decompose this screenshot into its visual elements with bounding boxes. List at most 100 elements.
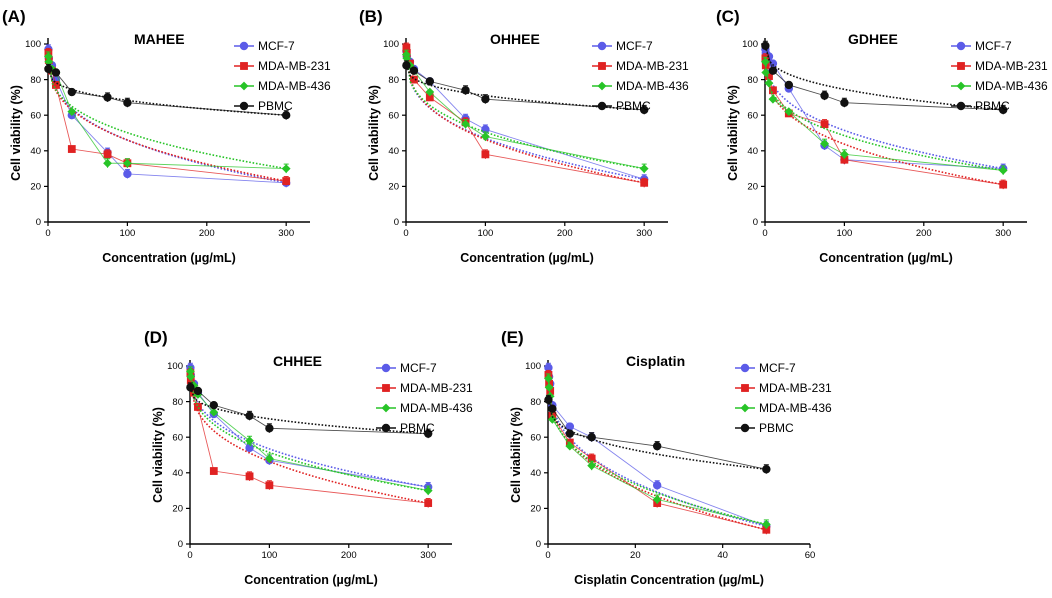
chart-title: GDHEE bbox=[848, 31, 898, 47]
y-tick-label: 100 bbox=[25, 39, 41, 50]
legend-label: PBMC bbox=[258, 99, 293, 113]
data-point bbox=[820, 139, 829, 149]
data-point bbox=[652, 441, 662, 451]
data-point bbox=[760, 57, 770, 67]
data-point bbox=[265, 424, 274, 433]
legend-label: MDA-MB-231 bbox=[258, 59, 331, 73]
legend-entry: PBMC bbox=[592, 99, 651, 113]
legend-label: MCF-7 bbox=[975, 39, 1012, 53]
x-tick-label: 0 bbox=[45, 228, 50, 239]
x-tick-label: 0 bbox=[762, 228, 767, 239]
y-tick-label: 0 bbox=[536, 539, 541, 550]
y-tick-label: 20 bbox=[172, 504, 183, 515]
x-axis-label: Cisplatin Concentration (µg/mL) bbox=[574, 573, 764, 587]
data-point bbox=[784, 107, 794, 117]
chart-title: MAHEE bbox=[134, 31, 185, 47]
data-point bbox=[281, 164, 291, 173]
series-pbmc bbox=[402, 60, 649, 115]
y-axis-label: Cell viability (%) bbox=[726, 85, 740, 181]
fit-curve bbox=[405, 51, 645, 181]
x-tick-label: 100 bbox=[836, 228, 852, 239]
y-tick-label: 40 bbox=[30, 146, 41, 157]
legend-entry: MDA-MB-436 bbox=[735, 401, 832, 415]
y-tick-label: 80 bbox=[747, 75, 758, 86]
y-tick-label: 0 bbox=[36, 217, 41, 228]
data-point bbox=[245, 436, 254, 446]
y-tick-label: 60 bbox=[747, 110, 758, 121]
x-tick-label: 20 bbox=[630, 550, 641, 561]
x-axis-label: Concentration (µg/mL) bbox=[244, 573, 378, 587]
legend-label: MDA-MB-436 bbox=[759, 401, 832, 415]
legend-marker bbox=[239, 41, 249, 51]
data-point bbox=[587, 461, 597, 471]
data-point bbox=[209, 467, 218, 475]
data-point bbox=[481, 150, 490, 159]
legend-label: PBMC bbox=[400, 421, 435, 435]
legend-label: PBMC bbox=[975, 99, 1010, 113]
legend-entry: MDA-MB-436 bbox=[592, 79, 689, 93]
legend-marker bbox=[598, 62, 606, 70]
data-point bbox=[548, 404, 557, 413]
data-point bbox=[245, 411, 254, 421]
legend-label: MCF-7 bbox=[258, 39, 295, 53]
series-mdamb231 bbox=[402, 42, 649, 188]
legend-entry: PBMC bbox=[951, 99, 1010, 113]
data-point bbox=[193, 386, 203, 396]
legend-marker bbox=[957, 62, 965, 70]
legend-entry: MCF-7 bbox=[234, 39, 295, 53]
y-axis-label: Cell viability (%) bbox=[9, 85, 23, 181]
legend-marker bbox=[597, 41, 607, 51]
data-point bbox=[768, 94, 778, 104]
data-point bbox=[264, 454, 274, 463]
legend-marker bbox=[741, 384, 749, 392]
legend-marker bbox=[597, 101, 607, 111]
series-pbmc bbox=[44, 63, 291, 120]
y-tick-label: 0 bbox=[394, 217, 399, 228]
series-line bbox=[764, 49, 1004, 170]
data-point bbox=[587, 433, 596, 442]
legend-marker bbox=[956, 41, 966, 51]
fit-curve bbox=[189, 371, 429, 492]
x-axis-label: Concentration (µg/mL) bbox=[102, 251, 236, 265]
data-point bbox=[769, 86, 777, 95]
series-mdamb436 bbox=[185, 366, 433, 496]
panel-label: (E) bbox=[501, 328, 524, 347]
legend-entry: MDA-MB-231 bbox=[951, 59, 1048, 73]
data-point bbox=[761, 68, 771, 77]
data-point bbox=[51, 68, 61, 77]
y-axis-label: Cell viability (%) bbox=[151, 407, 165, 503]
legend-entry: MDA-MB-231 bbox=[592, 59, 689, 73]
series-pbmc bbox=[761, 40, 1008, 115]
fit-curve bbox=[764, 61, 1004, 172]
data-point bbox=[123, 98, 132, 107]
data-point bbox=[67, 145, 76, 153]
data-point bbox=[123, 169, 132, 179]
fit-curve bbox=[764, 49, 1004, 170]
data-point bbox=[281, 110, 291, 120]
legend-marker bbox=[239, 81, 249, 91]
series-mcf7 bbox=[761, 44, 1008, 174]
legend-label: MCF-7 bbox=[616, 39, 653, 53]
legend-entry: MDA-MB-436 bbox=[376, 401, 473, 415]
legend-marker bbox=[956, 81, 966, 91]
panel-label: (A) bbox=[2, 7, 26, 26]
data-point bbox=[639, 164, 649, 173]
y-tick-label: 40 bbox=[172, 468, 183, 479]
panel-label: (C) bbox=[716, 7, 740, 26]
panel-e: (E) Cisplatin 0 20 40 60 80 100 0 20 40 60 Cisplatin… bbox=[501, 328, 832, 587]
data-point bbox=[544, 395, 553, 405]
panel-b: (B) OHHEE 0 20 40 60 80 100 0 100 200 300 Concentrat… bbox=[359, 7, 689, 265]
legend-marker bbox=[381, 423, 391, 433]
y-tick-label: 100 bbox=[525, 361, 541, 372]
data-point bbox=[44, 64, 53, 74]
fit-curve bbox=[405, 47, 645, 184]
data-point bbox=[43, 52, 53, 61]
x-tick-label: 100 bbox=[477, 228, 493, 239]
legend-entry: MDA-MB-231 bbox=[735, 381, 832, 395]
data-point bbox=[402, 61, 411, 70]
series-mdamb231 bbox=[761, 53, 1008, 190]
y-tick-label: 60 bbox=[172, 432, 183, 443]
fit-curve bbox=[189, 387, 429, 435]
data-point bbox=[652, 495, 662, 504]
data-point bbox=[265, 481, 274, 490]
